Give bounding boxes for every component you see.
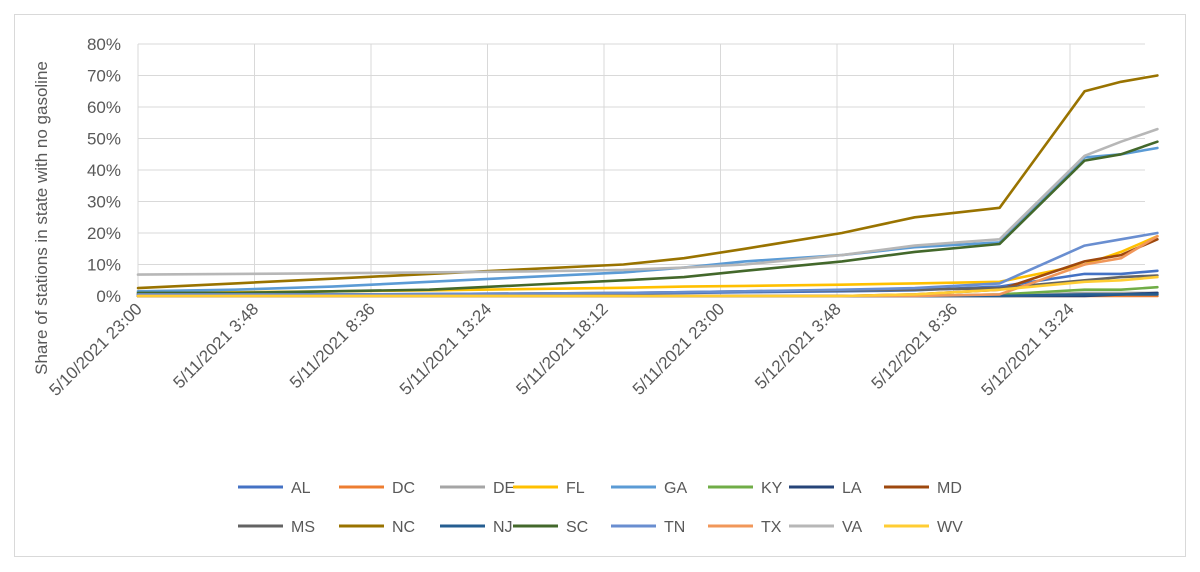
legend-entry-de: DE: [440, 480, 515, 497]
x-tick-label: 5/11/2021 8:36: [286, 299, 379, 392]
x-tick-label: 5/11/2021 3:48: [170, 299, 263, 392]
y-tick-label: 60%: [87, 98, 121, 117]
legend-label: MD: [937, 480, 962, 497]
legend-entry-tn: TN: [611, 519, 685, 536]
legend-entry-tx: TX: [708, 519, 782, 536]
legend-entry-md: MD: [884, 480, 962, 497]
legend-label: TX: [761, 519, 782, 536]
y-tick-label: 30%: [87, 193, 121, 212]
y-tick-label: 20%: [87, 224, 121, 243]
legend-entry-va: VA: [789, 519, 862, 536]
legend-label: FL: [566, 480, 585, 497]
legend-label: WV: [937, 519, 963, 536]
x-tick-label: 5/12/2021 8:36: [868, 299, 962, 393]
series-line-nc: [136, 74, 1159, 290]
y-tick-label: 50%: [87, 130, 121, 149]
x-axis-ticks: 5/10/2021 23:00 5/11/2021 3:48 5/11/2021 8…: [45, 299, 1077, 399]
legend-label: NC: [392, 519, 415, 536]
series-line-wv: [136, 275, 1159, 298]
y-tick-label: 0%: [96, 287, 121, 306]
x-tick-label: 5/12/2021 3:48: [751, 299, 845, 393]
x-tick-label: 5/12/2021 13:24: [977, 299, 1077, 399]
legend-entry-la: LA: [789, 480, 862, 497]
legend-label: DE: [493, 480, 515, 497]
legend-entry-nj: NJ: [440, 519, 513, 536]
legend-label: LA: [842, 480, 862, 497]
legend-entry-nc: NC: [339, 519, 415, 536]
legend-entry-al: AL: [238, 480, 311, 497]
y-tick-label: 70%: [87, 67, 121, 86]
x-tick-label: 5/11/2021 23:00: [629, 299, 728, 398]
legend-entry-sc: SC: [513, 519, 588, 536]
x-tick-label: 5/11/2021 18:12: [512, 299, 611, 398]
legend-label: MS: [291, 519, 315, 536]
series-line-ga: [136, 146, 1159, 293]
legend-label: VA: [842, 519, 862, 536]
legend-label: TN: [664, 519, 685, 536]
y-axis-ticks: 0% 10% 20% 30% 40% 50% 60% 70% 80%: [87, 35, 121, 306]
legend-entry-fl: FL: [513, 480, 585, 497]
legend-entry-ky: KY: [708, 480, 783, 497]
legend-label: DC: [392, 480, 415, 497]
series-lines: [136, 74, 1159, 298]
legend-label: GA: [664, 480, 687, 497]
y-tick-label: 10%: [87, 256, 121, 275]
y-axis-label: Share of stations in state with no gasol…: [32, 61, 51, 375]
legend-entry-ms: MS: [238, 519, 315, 536]
y-tick-label: 80%: [87, 35, 121, 54]
legend-entry-wv: WV: [884, 519, 963, 536]
legend-entry-dc: DC: [339, 480, 415, 497]
y-tick-label: 40%: [87, 161, 121, 180]
series-line-va: [136, 127, 1159, 276]
legend-label: AL: [291, 480, 311, 497]
x-tick-label: 5/10/2021 23:00: [45, 299, 145, 399]
legend-label: SC: [566, 519, 588, 536]
series-line-sc: [136, 140, 1159, 295]
series-line-tn: [136, 231, 1159, 296]
legend-entry-ga: GA: [611, 480, 687, 497]
legend-label: NJ: [493, 519, 513, 536]
legend-label: KY: [761, 480, 783, 497]
gridlines: [137, 43, 1145, 297]
legend: AL DC DE FL GA KY LA MD MS NC NJ SC TN TX VA WV: [238, 480, 963, 536]
x-tick-label: 5/11/2021 13:24: [396, 299, 495, 398]
